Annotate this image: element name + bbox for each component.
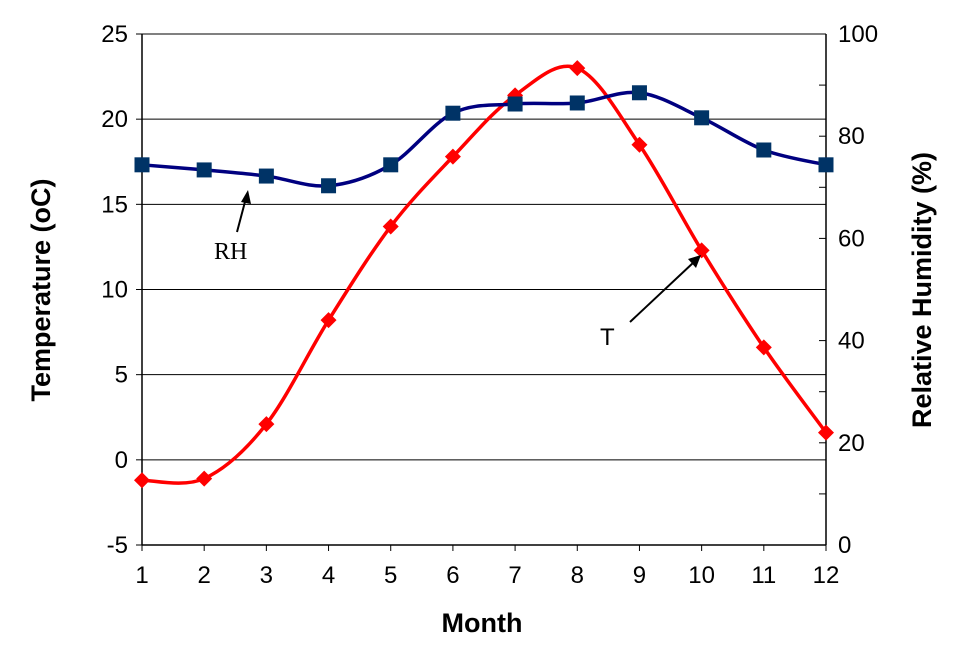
series-rh: [134, 85, 834, 194]
y-axis-label: Temperature (oC): [26, 178, 56, 401]
y2-axis-label: Relative Humidity (%): [907, 152, 937, 428]
annotation-rh-arrowhead: [241, 190, 251, 204]
y2-tick-label: 20: [838, 430, 865, 457]
y2-tick-label: 60: [838, 225, 865, 252]
x-tick-label: 12: [813, 562, 840, 589]
data-point-t: [444, 148, 461, 165]
data-point-t: [382, 218, 399, 235]
data-point-t: [320, 312, 337, 329]
series-line-rh: [141, 90, 827, 188]
data-point-t: [818, 424, 834, 441]
annotation-t-arrow: [629, 261, 695, 323]
data-point-t: [755, 339, 772, 356]
y-tick-label: -5: [107, 532, 128, 559]
data-point-t: [134, 472, 150, 489]
x-tick-label: 7: [508, 562, 521, 589]
x-tick-label: 6: [446, 562, 459, 589]
x-tick-label: 8: [571, 562, 584, 589]
annotation-rh-label: RH: [214, 239, 247, 265]
data-point-rh: [507, 96, 523, 112]
annotation-rh: RH: [214, 190, 251, 265]
data-point-rh: [569, 95, 585, 111]
x-tick-label: 10: [688, 562, 715, 589]
data-point-rh: [134, 157, 150, 173]
y-tick-label: 0: [115, 447, 128, 474]
data-point-rh: [694, 110, 710, 126]
data-point-t: [693, 242, 710, 259]
data-point-t: [258, 416, 275, 433]
annotation-rh-arrow: [236, 197, 247, 233]
data-point-rh: [321, 178, 337, 194]
annotation-t-label: T: [600, 324, 615, 351]
axes: [136, 33, 827, 551]
data-point-t: [569, 60, 586, 77]
data-point-rh: [258, 168, 274, 184]
series-t: [134, 60, 834, 489]
gridlines: [142, 33, 826, 461]
y2-tick-label: 100: [838, 21, 878, 48]
data-point-rh: [445, 105, 461, 121]
x-tick-label: 2: [198, 562, 211, 589]
data-point-t: [631, 136, 648, 153]
y2-tick-label: 80: [838, 123, 865, 150]
x-axis-label: Month: [442, 608, 523, 638]
y-tick-label: 10: [101, 277, 128, 304]
x-tick-label: 5: [384, 562, 397, 589]
x-tick-label: 11: [751, 562, 776, 589]
data-point-rh: [196, 162, 212, 178]
annotation-t: T: [600, 255, 701, 351]
y-tick-label: 20: [101, 106, 128, 133]
y-tick-label: 5: [115, 362, 128, 389]
x-tick-label: 1: [135, 562, 148, 589]
y-tick-label: 15: [101, 191, 128, 218]
y2-tick-label: 0: [838, 532, 851, 559]
x-tick-label: 9: [633, 562, 646, 589]
data-point-rh: [818, 157, 834, 173]
y-tick-label: 25: [101, 21, 128, 48]
x-tick-label: 4: [322, 562, 335, 589]
x-tick-label: 3: [260, 562, 273, 589]
data-point-t: [196, 470, 213, 487]
annotation-t-arrowhead: [688, 255, 701, 268]
y2-tick-label: 40: [838, 328, 865, 355]
data-point-rh: [631, 85, 647, 101]
data-point-rh: [756, 142, 772, 158]
series-layer: [134, 60, 834, 489]
data-point-rh: [383, 157, 399, 173]
